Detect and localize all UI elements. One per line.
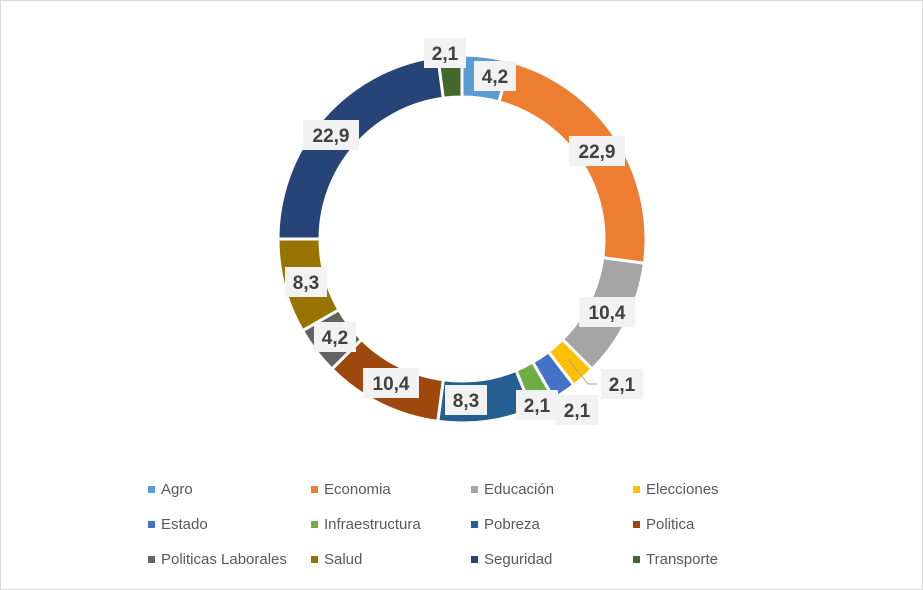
legend-label: Infraestructura — [324, 516, 421, 533]
legend-swatch — [148, 521, 155, 528]
data-label-text: 2,1 — [609, 375, 636, 396]
leader-line — [567, 358, 597, 385]
legend-item-pobreza: Pobreza — [471, 516, 540, 533]
legend-item-transporte: Transporte — [633, 551, 718, 568]
legend-swatch — [471, 556, 478, 563]
data-label-economia: 22,9 — [569, 136, 625, 166]
data-label-text: 22,9 — [313, 126, 350, 147]
data-label-agro: 4,2 — [474, 61, 516, 91]
legend-label: Educación — [484, 481, 555, 498]
legend-label: Estado — [161, 516, 208, 533]
legend-item-economia: Economia — [311, 481, 391, 498]
data-label-text: 22,9 — [579, 142, 616, 163]
legend-item-salud: Salud — [311, 551, 362, 568]
legend-label: Transporte — [646, 551, 718, 568]
data-label-box — [474, 61, 516, 91]
slice-seguridad — [276, 54, 446, 241]
legend-item-politicas-laborales: Politicas Laborales — [148, 551, 287, 568]
legend-swatch — [633, 521, 640, 528]
data-label-pobreza: 8,3 — [445, 385, 487, 415]
data-label-text: 10,4 — [373, 374, 410, 395]
legend-label: Politicas Laborales — [161, 551, 287, 568]
legend-label: Salud — [324, 551, 363, 568]
data-label-educacion: 10,4 — [579, 297, 635, 327]
legend-item-elecciones: Elecciones — [633, 481, 719, 498]
data-label-text: 8,3 — [293, 273, 319, 294]
data-label-box — [516, 390, 558, 420]
legend-item-educacion: Educación — [471, 481, 554, 498]
data-label-text: 2,1 — [564, 401, 591, 422]
data-label-box — [569, 136, 625, 166]
data-label-box — [424, 38, 466, 68]
legend-label: Pobreza — [484, 516, 540, 533]
data-label-box — [314, 322, 356, 352]
data-label-seguridad: 22,9 — [303, 120, 359, 150]
legend-item-estado: Estado — [148, 516, 208, 533]
legend-label: Seguridad — [484, 551, 553, 568]
data-label-text: 2,1 — [432, 44, 459, 65]
data-label-salud: 8,3 — [285, 267, 327, 297]
data-label-politicas-laborales: 4,2 — [314, 322, 356, 352]
data-label-text: 10,4 — [589, 303, 626, 324]
legend-label: Politica — [646, 516, 695, 533]
data-label-box — [363, 368, 419, 398]
data-label-text: 4,2 — [482, 67, 508, 88]
legend-swatch — [311, 521, 318, 528]
data-label-transporte: 2,1 — [424, 38, 466, 68]
data-label-box — [303, 120, 359, 150]
legend-swatch — [148, 486, 155, 493]
legend-swatch — [471, 486, 478, 493]
legend-swatch — [471, 521, 478, 528]
data-label-box — [556, 395, 598, 425]
legend-swatch — [311, 556, 318, 563]
legend-item-agro: Agro — [148, 481, 193, 498]
data-label-politica: 10,4 — [363, 368, 419, 398]
data-label-box — [285, 267, 327, 297]
legend-label: Economia — [324, 481, 391, 498]
data-label-text: 4,2 — [322, 328, 348, 349]
legend-item-politica: Politica — [633, 516, 694, 533]
data-label-text: 8,3 — [453, 391, 479, 412]
data-label-box — [601, 369, 643, 399]
data-label-box — [445, 385, 487, 415]
data-label-text: 2,1 — [524, 396, 551, 417]
data-label-estado: 2,1 — [556, 395, 598, 425]
legend-item-seguridad: Seguridad — [471, 551, 552, 568]
legend-label: Agro — [161, 481, 193, 498]
legend-swatch — [311, 486, 318, 493]
legend-item-infraestructura: Infraestructura — [311, 516, 421, 533]
data-label-infraestructura: 2,1 — [516, 390, 558, 420]
legend-swatch — [148, 556, 155, 563]
data-label-box — [579, 297, 635, 327]
data-label-elecciones: 2,1 — [601, 369, 643, 399]
legend-label: Elecciones — [646, 481, 719, 498]
legend-swatch — [633, 486, 640, 493]
legend-swatch — [633, 556, 640, 563]
